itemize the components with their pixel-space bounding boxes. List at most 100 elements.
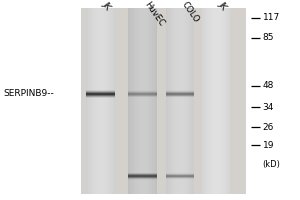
Bar — [109, 8, 110, 194]
Bar — [86, 8, 87, 194]
Bar — [202, 8, 203, 194]
Bar — [97, 8, 98, 194]
Bar — [205, 8, 206, 194]
Bar — [134, 8, 135, 194]
Text: JK: JK — [216, 0, 228, 12]
Bar — [203, 8, 204, 194]
Bar — [174, 8, 175, 194]
Bar — [225, 8, 226, 194]
Text: 19: 19 — [262, 140, 274, 150]
Bar — [215, 8, 216, 194]
Bar — [132, 8, 133, 194]
Bar — [171, 8, 172, 194]
Bar — [180, 8, 181, 194]
Bar — [193, 8, 194, 194]
Bar — [191, 8, 192, 194]
Bar — [138, 8, 139, 194]
Bar — [87, 8, 88, 194]
Bar — [114, 8, 115, 194]
Bar — [149, 8, 150, 194]
Bar — [175, 8, 176, 194]
Bar — [144, 8, 145, 194]
Bar — [139, 8, 140, 194]
Text: HuvEC: HuvEC — [142, 0, 166, 28]
Bar — [188, 8, 189, 194]
Bar — [217, 8, 218, 194]
Bar — [129, 8, 130, 194]
Bar — [206, 8, 207, 194]
Bar — [187, 8, 188, 194]
Bar — [186, 8, 187, 194]
Bar — [190, 8, 191, 194]
Bar — [99, 8, 100, 194]
Bar — [216, 8, 217, 194]
Bar — [101, 8, 102, 194]
Bar — [133, 8, 134, 194]
Bar — [91, 8, 92, 194]
Bar — [108, 8, 109, 194]
Bar — [211, 8, 212, 194]
Bar — [176, 8, 177, 194]
Text: JK: JK — [100, 0, 112, 12]
Bar — [88, 8, 89, 194]
Bar — [102, 8, 103, 194]
Bar — [223, 8, 224, 194]
Bar — [212, 8, 213, 194]
Bar — [168, 8, 169, 194]
Bar — [146, 8, 147, 194]
Bar — [131, 8, 132, 194]
Bar — [98, 8, 99, 194]
Bar — [227, 8, 228, 194]
Bar — [148, 8, 149, 194]
Bar — [214, 8, 215, 194]
Bar — [145, 8, 146, 194]
Bar — [213, 8, 214, 194]
Bar — [204, 8, 205, 194]
Bar — [189, 8, 190, 194]
Bar — [92, 8, 93, 194]
Bar — [229, 8, 230, 194]
Bar — [155, 8, 156, 194]
Bar — [141, 8, 142, 194]
Bar — [170, 8, 171, 194]
Bar — [173, 8, 174, 194]
Bar — [182, 8, 183, 194]
Bar — [152, 8, 153, 194]
Bar — [105, 8, 106, 194]
Bar — [93, 8, 94, 194]
Bar — [128, 8, 129, 194]
Bar — [228, 8, 229, 194]
Bar — [166, 8, 167, 194]
Bar — [136, 8, 137, 194]
Bar — [103, 8, 104, 194]
Text: 34: 34 — [262, 102, 274, 112]
Bar — [177, 8, 178, 194]
Bar — [140, 8, 141, 194]
Text: 26: 26 — [262, 122, 274, 132]
Bar — [183, 8, 184, 194]
Bar — [153, 8, 154, 194]
Bar — [106, 8, 107, 194]
Bar — [154, 8, 155, 194]
Bar — [113, 8, 114, 194]
Bar — [219, 8, 220, 194]
Bar — [192, 8, 193, 194]
Bar — [226, 8, 227, 194]
Bar — [147, 8, 148, 194]
Bar — [111, 8, 112, 194]
Bar — [130, 8, 131, 194]
Bar — [142, 8, 143, 194]
Bar — [181, 8, 182, 194]
Bar — [178, 8, 179, 194]
Bar — [81, 8, 246, 194]
Bar — [112, 8, 113, 194]
Bar — [208, 8, 209, 194]
Text: 48: 48 — [262, 82, 274, 90]
Bar — [89, 8, 90, 194]
Bar — [137, 8, 138, 194]
Bar — [94, 8, 95, 194]
Bar — [179, 8, 180, 194]
Bar — [167, 8, 168, 194]
Bar — [184, 8, 185, 194]
Bar — [172, 8, 173, 194]
